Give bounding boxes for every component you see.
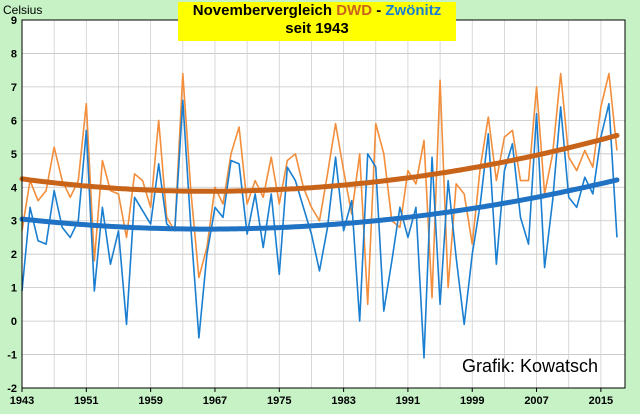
y-axis-label: Celsius	[3, 3, 43, 17]
y-tick-label: 4	[11, 182, 18, 194]
plot-area	[22, 20, 625, 388]
trend-lines	[19, 132, 620, 232]
trend-line-zwönitz-trend	[19, 177, 620, 232]
title-zwoenitz: Zwönitz	[385, 2, 442, 19]
x-tick-label: 1959	[138, 395, 162, 407]
x-tick-label: 1991	[396, 395, 420, 407]
y-tick-label: -2	[7, 383, 17, 395]
credit-annotation: Grafik: Kowatsch	[462, 356, 599, 376]
y-tick-label: 6	[11, 115, 17, 127]
x-tick-label: 1951	[74, 395, 98, 407]
series-lines	[21, 72, 618, 359]
grid	[21, 19, 625, 389]
y-tick-label: 0	[11, 316, 17, 328]
series-line-dwd	[21, 72, 618, 306]
title-line-1: Novembervergleich DWD - Zwönitz	[178, 2, 456, 20]
x-tick-label: 1999	[460, 395, 484, 407]
y-tick-label: 8	[11, 48, 17, 60]
y-tick-label: 1	[11, 283, 17, 295]
y-tick-label: 9	[11, 15, 17, 27]
axes: -2 -1 0 1 2 3 4 5 6 7 8 9 1943 1951 1959 1967 1975 1983 19…	[7, 15, 626, 407]
chart-title: Novembervergleich DWD - Zwönitz seit 194…	[178, 2, 456, 41]
title-separator: -	[376, 2, 382, 19]
y-tick-label: 2	[11, 249, 17, 261]
trend-line-dwd-trend	[19, 132, 620, 194]
x-tick-label: 1975	[267, 395, 291, 407]
y-tick-label: 3	[11, 216, 17, 228]
x-tick-label: 1943	[10, 395, 34, 407]
title-line-2: seit 1943	[285, 20, 349, 37]
title-dwd: DWD	[336, 2, 373, 19]
title-part-1: Novembervergleich	[192, 2, 333, 19]
x-tick-label: 2007	[524, 395, 548, 407]
series-line-zwönitz	[21, 99, 618, 359]
x-tick-label: 1983	[331, 395, 355, 407]
x-tick-label: 2015	[589, 395, 613, 407]
y-tick-label: 5	[11, 149, 17, 161]
y-tick-label: -1	[7, 350, 17, 362]
x-tick-label: 1967	[203, 395, 227, 407]
y-tick-label: 7	[11, 82, 17, 94]
